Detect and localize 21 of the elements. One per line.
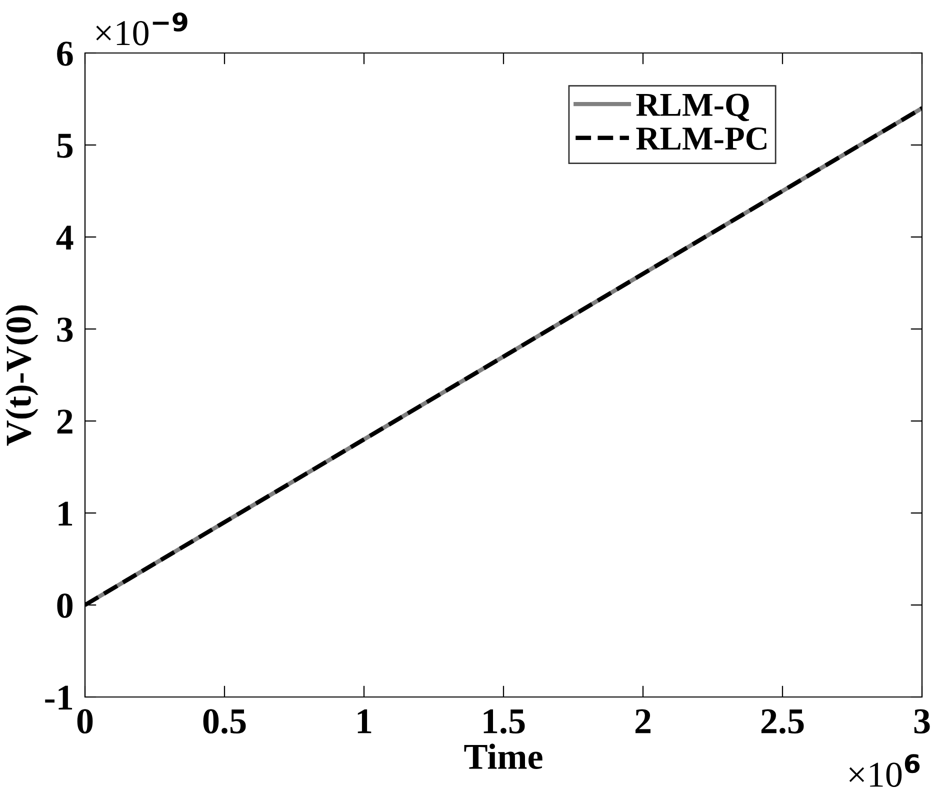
y-tick-label: 0	[57, 594, 73, 618]
y-tick-label: 6	[57, 42, 73, 66]
x-tick-label: 2.5	[761, 709, 804, 734]
y-tick-label: -1	[45, 686, 72, 710]
y-tick-label: 1	[58, 502, 72, 526]
legend-label: RLM-PC	[636, 127, 766, 150]
x-tick-label: 0.5	[203, 709, 246, 734]
text: ×10$^{−9}$	[96, 12, 188, 46]
x-tick-label: 3	[914, 709, 930, 734]
y-tick-label: 3	[57, 318, 73, 342]
x-tick-label: 0	[77, 709, 93, 734]
x-tick-label: 1.5	[484, 709, 525, 734]
y-tick-label: 4	[56, 226, 74, 250]
x-tick-label: 2	[635, 709, 650, 734]
y-axis-title: V(t)-V(0)	[6, 305, 38, 446]
legend-label: RLM-Q	[636, 94, 749, 122]
y-tick-label: 2	[57, 410, 72, 434]
x-axis-title: Time	[464, 744, 542, 770]
x-tick-label: 1	[358, 709, 372, 734]
y-tick-label: 5	[57, 134, 73, 158]
text: ×10$^{6}$	[849, 754, 920, 787]
